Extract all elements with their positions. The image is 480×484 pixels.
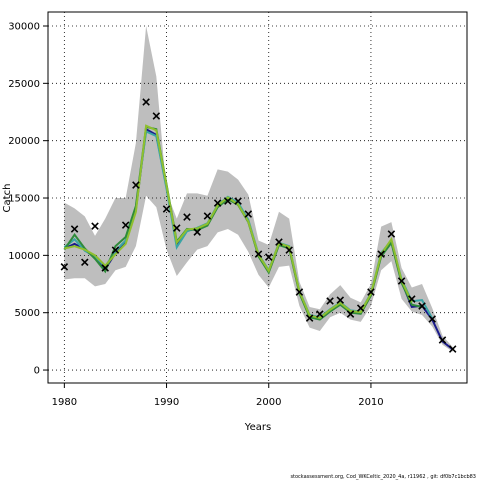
observation-marker: [81, 258, 89, 267]
observation-marker: [418, 302, 426, 310]
observation-marker: [356, 304, 365, 312]
y-tick-label: 15000: [8, 194, 40, 205]
y-axis-label: Catch: [2, 184, 13, 213]
observation-marker: [234, 197, 242, 205]
x-tick-label: 2010: [358, 397, 383, 408]
observation-marker: [438, 336, 447, 344]
observation-marker: [336, 296, 345, 304]
observation-marker: [70, 225, 79, 233]
observation-marker: [193, 228, 201, 236]
observation-marker: [224, 197, 232, 205]
observation-marker: [244, 210, 253, 218]
observation-marker: [132, 181, 140, 189]
observation-marker: [316, 310, 324, 318]
observation-marker: [326, 297, 334, 305]
observation-marker: [397, 277, 406, 285]
y-tick-label: 30000: [8, 21, 40, 32]
observation-marker: [101, 264, 109, 272]
x-tick-label: 1980: [52, 397, 77, 408]
observation-marker: [203, 212, 212, 220]
observation-marker: [162, 205, 171, 213]
observation-marker: [428, 315, 437, 323]
observation-marker: [377, 250, 385, 258]
x-tick-label: 1990: [154, 397, 179, 408]
y-tick-label: 5000: [15, 308, 40, 319]
x-tick-label: 2000: [256, 397, 281, 408]
observation-marker: [111, 246, 120, 254]
observation-marker: [346, 310, 355, 318]
y-tick-label: 10000: [8, 251, 40, 262]
observation-marker: [367, 288, 375, 296]
observation-marker: [183, 213, 191, 221]
y-tick-label: 0: [34, 366, 40, 377]
y-tick-label: 25000: [8, 79, 40, 90]
observation-marker: [387, 230, 396, 238]
observation-marker: [142, 98, 150, 106]
observation-marker: [408, 295, 416, 303]
observation-marker: [152, 112, 161, 120]
observation-marker: [213, 199, 222, 207]
observation-marker: [295, 288, 304, 296]
observation-marker: [264, 253, 273, 261]
x-axis-label: Years: [244, 422, 271, 433]
confidence-band: [64, 25, 453, 352]
y-tick-label: 20000: [8, 136, 40, 147]
observation-marker: [285, 246, 293, 254]
observation-marker: [173, 224, 181, 232]
observation-marker: [254, 250, 263, 258]
observation-marker: [275, 238, 283, 246]
observation-marker: [91, 222, 99, 230]
plot-frame: [47, 11, 468, 384]
observation-marker: [60, 263, 69, 271]
observation-marker: [305, 314, 314, 322]
observation-marker: [121, 221, 130, 229]
observation-marker: [448, 345, 457, 353]
footer: stockassessment.org, Cod_WKCeltic_2020_4…: [290, 474, 476, 480]
